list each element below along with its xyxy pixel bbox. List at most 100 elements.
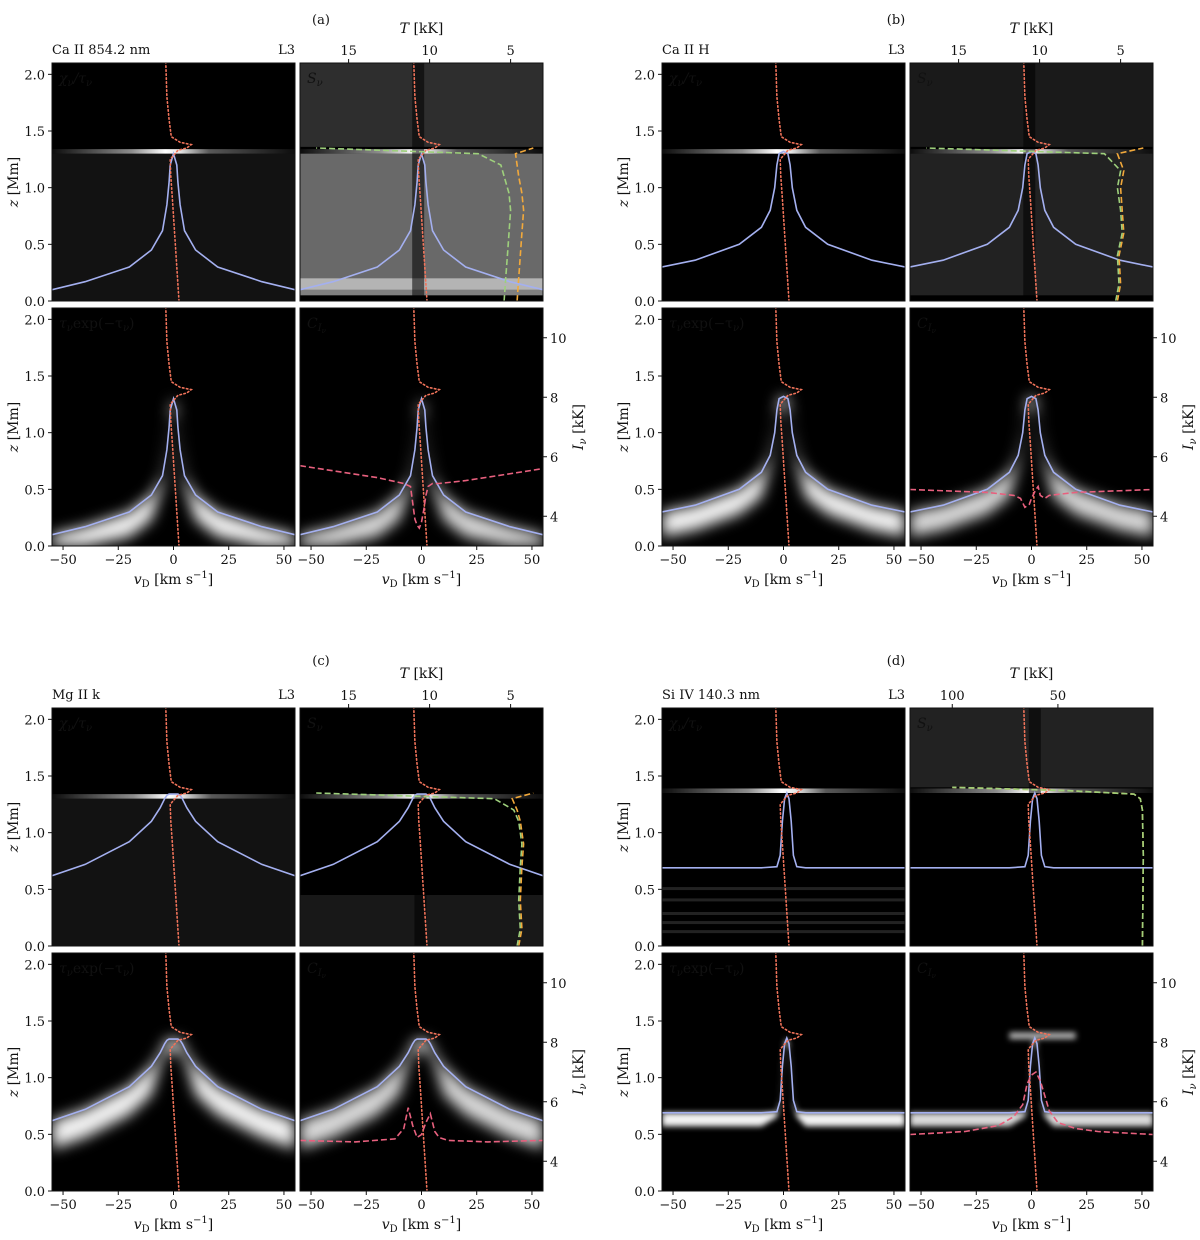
x-axis: −50 −25 0 25 50 vD [km s−1] bbox=[297, 1191, 540, 1235]
x-axis: −50 −25 0 25 50 vD [km s−1] bbox=[49, 546, 292, 590]
panel-source-function: 100 50 T [kK] Sν bbox=[909, 666, 1154, 947]
temperature-tick-label: 5 bbox=[506, 44, 514, 59]
y-tick-label: 1.0 bbox=[24, 827, 45, 842]
y-axis: 0.0 0.5 1.0 1.5 2.0 z [Mm] bbox=[616, 313, 662, 555]
temperature-tick-label: 15 bbox=[950, 44, 967, 59]
panel-letter: (a) bbox=[312, 13, 330, 28]
temperature-axis-label: T [kK] bbox=[400, 21, 444, 37]
y-tick-label: 2.0 bbox=[634, 68, 655, 83]
y-tick-label: 0.0 bbox=[24, 1185, 45, 1200]
line-name: Ca II 854.2 nm bbox=[52, 43, 150, 58]
panel-contribution-function: 4 6 8 10 Iν [kK] CIν −50 −25 0 25 50 vD [km s−1] bbox=[907, 952, 1199, 1235]
x-tick-label: 25 bbox=[1078, 1198, 1095, 1213]
intensity-axis-label: Iν [kK] bbox=[571, 404, 589, 451]
velocity-profile bbox=[1023, 708, 1052, 946]
y-tick-label: 1.5 bbox=[24, 1015, 45, 1030]
panel-frame bbox=[51, 707, 296, 947]
x-tick-label: 50 bbox=[524, 553, 541, 568]
temperature-tick-label: 10 bbox=[1031, 44, 1048, 59]
panel-label: CIν bbox=[307, 316, 327, 335]
y-tick-label: 2.0 bbox=[634, 313, 655, 328]
intensity-profile bbox=[300, 464, 543, 530]
intensity-tick-label: 10 bbox=[550, 332, 567, 347]
temperature-curve bbox=[514, 147, 534, 301]
velocity-profile bbox=[413, 63, 442, 301]
panel-label: τνexp(−τν) bbox=[59, 316, 135, 334]
y-tick-label: 1.5 bbox=[634, 370, 655, 385]
panel-label: χν/τν bbox=[58, 716, 92, 734]
y-tick-label: 0.0 bbox=[634, 940, 655, 955]
model-name: L3 bbox=[888, 43, 905, 58]
tau-unity-curve bbox=[662, 1035, 905, 1114]
temperature-axis: 15 10 5 T [kK] bbox=[950, 21, 1125, 63]
intensity-tick-label: 10 bbox=[550, 977, 567, 992]
panel-tau-exp-tau: τνexp(−τν) 0.0 0.5 1.0 1.5 2.0 z [Mm] −50 −25 0 25… bbox=[6, 307, 296, 590]
y-tick-label: 0.5 bbox=[634, 883, 655, 898]
x-axis-label: vD [km s−1] bbox=[744, 1215, 823, 1235]
tau-unity-curve bbox=[52, 395, 295, 536]
panel-label: CIν bbox=[307, 961, 327, 980]
tau-unity-curve bbox=[300, 150, 543, 291]
x-tick-label: 50 bbox=[1134, 1198, 1151, 1213]
tau-unity-curve bbox=[910, 395, 1153, 513]
y-tick-label: 1.0 bbox=[634, 1072, 655, 1087]
heatmap-background bbox=[662, 953, 905, 1191]
y-axis-label: z [Mm] bbox=[6, 402, 22, 453]
x-tick-label: −25 bbox=[105, 1198, 132, 1213]
x-tick-label: −25 bbox=[963, 1198, 990, 1213]
panel-frame bbox=[661, 62, 906, 302]
x-tick-label: −50 bbox=[907, 1198, 934, 1213]
x-axis: −50 −25 0 25 50 vD [km s−1] bbox=[907, 546, 1150, 590]
y-axis: 0.0 0.5 1.0 1.5 2.0 z [Mm] bbox=[6, 68, 52, 310]
line-name: Mg II k bbox=[52, 688, 100, 703]
panel-source-function: 15 10 5 T [kK] Sν bbox=[299, 21, 544, 302]
heatmap-background bbox=[52, 308, 295, 546]
x-tick-label: 50 bbox=[524, 1198, 541, 1213]
y-tick-label: 0.0 bbox=[634, 1185, 655, 1200]
y-axis: 0.0 0.5 1.0 1.5 2.0 z [Mm] bbox=[616, 958, 662, 1200]
x-tick-label: 25 bbox=[468, 553, 485, 568]
panel-label: τνexp(−τν) bbox=[669, 961, 745, 979]
panel-source-function: 15 10 5 T [kK] Sν bbox=[909, 21, 1154, 302]
y-tick-label: 0.5 bbox=[24, 883, 45, 898]
intensity-tick-label: 4 bbox=[1160, 1155, 1168, 1170]
panel-chi-over-tau: χν/τν 0.0 0.5 1.0 1.5 2.0 z [Mm] bbox=[6, 707, 296, 955]
panel-label: Sν bbox=[917, 716, 933, 734]
y-axis-label: z [Mm] bbox=[616, 802, 632, 853]
chi-wing-glow bbox=[52, 798, 295, 946]
y-tick-label: 0.5 bbox=[634, 1128, 655, 1143]
panel-contribution-function: 4 6 8 10 Iν [kK] CIν −50 −25 0 25 50 vD [km s−1] bbox=[297, 952, 589, 1235]
heatmap-background bbox=[662, 63, 905, 301]
intensity-tick-label: 6 bbox=[1160, 1096, 1168, 1111]
y-tick-label: 2.0 bbox=[24, 713, 45, 728]
y-tick-label: 1.5 bbox=[634, 125, 655, 140]
y-tick-label: 2.0 bbox=[634, 958, 655, 973]
x-tick-label: 25 bbox=[220, 1198, 237, 1213]
glow-shape bbox=[300, 1039, 543, 1150]
y-tick-label: 0.5 bbox=[634, 238, 655, 253]
panel-frame bbox=[909, 707, 1154, 947]
y-tick-label: 1.0 bbox=[24, 427, 45, 442]
y-axis: 0.0 0.5 1.0 1.5 2.0 z [Mm] bbox=[6, 958, 52, 1200]
temperature-tick-label: 50 bbox=[1050, 689, 1067, 704]
x-tick-label: 0 bbox=[417, 1198, 425, 1213]
quadrant-d: (d) Si IV 140.3 nm L3 χν/τν 0.0 0.5 1.0 1.5 2.0 z… bbox=[616, 654, 1199, 1235]
panel-frame bbox=[299, 707, 544, 947]
velocity-profile bbox=[1023, 953, 1052, 1191]
velocity-profile bbox=[775, 953, 804, 1191]
velocity-profile bbox=[165, 63, 194, 301]
panel-chi-over-tau: χν/τν 0.0 0.5 1.0 1.5 2.0 z [Mm] bbox=[616, 62, 906, 310]
heatmap-background bbox=[300, 953, 543, 1191]
velocity-profile bbox=[775, 708, 804, 946]
source-function-curve bbox=[316, 792, 523, 946]
intensity-tick-label: 6 bbox=[550, 451, 558, 466]
temperature-tick-label: 5 bbox=[1116, 44, 1124, 59]
intensity-tick-label: 8 bbox=[550, 1036, 558, 1051]
y-tick-label: 1.0 bbox=[24, 1072, 45, 1087]
bright-layer bbox=[662, 788, 905, 793]
velocity-profile bbox=[775, 63, 804, 301]
y-tick-label: 2.0 bbox=[24, 313, 45, 328]
temperature-axis-label: T [kK] bbox=[1010, 21, 1054, 37]
heatmap-background bbox=[52, 953, 295, 1191]
tau-unity-curve bbox=[52, 1038, 295, 1122]
